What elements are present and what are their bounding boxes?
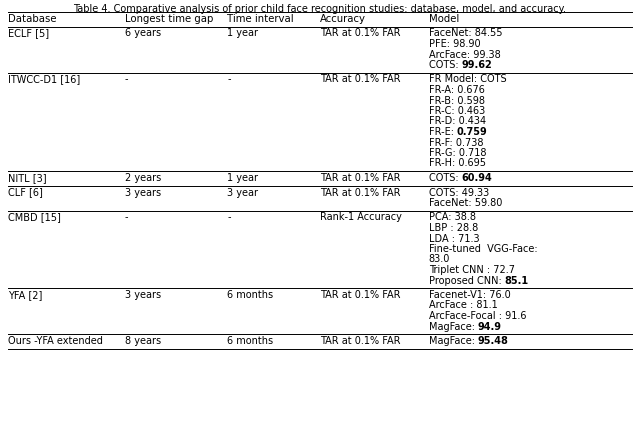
Text: ArcFace-Focal : 91.6: ArcFace-Focal : 91.6 — [429, 311, 526, 321]
Text: ArcFace : 81.1: ArcFace : 81.1 — [429, 301, 497, 311]
Text: FR-G: 0.718: FR-G: 0.718 — [429, 148, 486, 158]
Text: 2 years: 2 years — [125, 173, 161, 183]
Text: Longest time gap: Longest time gap — [125, 14, 213, 24]
Text: Time interval: Time interval — [227, 14, 294, 24]
Text: -: - — [125, 212, 128, 222]
Text: 6 years: 6 years — [125, 28, 161, 38]
Text: FR-F: 0.738: FR-F: 0.738 — [429, 138, 483, 148]
Text: 3 years: 3 years — [125, 187, 161, 198]
Text: TAR at 0.1% FAR: TAR at 0.1% FAR — [320, 173, 401, 183]
Text: 6 months: 6 months — [227, 290, 273, 300]
Text: 83.0: 83.0 — [429, 254, 450, 264]
Text: 6 months: 6 months — [227, 336, 273, 346]
Text: TAR at 0.1% FAR: TAR at 0.1% FAR — [320, 28, 401, 38]
Text: 8 years: 8 years — [125, 336, 161, 346]
Text: 0.759: 0.759 — [457, 127, 488, 137]
Text: COTS:: COTS: — [429, 173, 461, 183]
Text: 94.9: 94.9 — [478, 322, 502, 332]
Text: COTS:: COTS: — [429, 60, 461, 70]
Text: Table 4. Comparative analysis of prior child face recognition studies: database,: Table 4. Comparative analysis of prior c… — [74, 4, 566, 14]
Text: 99.62: 99.62 — [461, 60, 492, 70]
Text: 95.48: 95.48 — [478, 336, 509, 346]
Text: FR-D: 0.434: FR-D: 0.434 — [429, 117, 486, 126]
Text: 85.1: 85.1 — [505, 275, 529, 285]
Text: Ours -YFA extended: Ours -YFA extended — [8, 336, 102, 346]
Text: Fine-tuned  VGG-Face:: Fine-tuned VGG-Face: — [429, 244, 538, 254]
Text: FR Model: COTS: FR Model: COTS — [429, 74, 506, 84]
Text: Facenet-V1: 76.0: Facenet-V1: 76.0 — [429, 290, 511, 300]
Text: MagFace:: MagFace: — [429, 336, 478, 346]
Text: PFE: 98.90: PFE: 98.90 — [429, 39, 481, 49]
Text: Proposed CNN:: Proposed CNN: — [429, 275, 505, 285]
Text: -: - — [227, 74, 230, 84]
Text: CMBD [15]: CMBD [15] — [8, 212, 61, 222]
Text: YFA [2]: YFA [2] — [8, 290, 42, 300]
Text: MagFace:: MagFace: — [429, 322, 478, 332]
Text: ITWCC-D1 [16]: ITWCC-D1 [16] — [8, 74, 80, 84]
Text: 3 year: 3 year — [227, 187, 258, 198]
Text: 3 years: 3 years — [125, 290, 161, 300]
Text: CLF [6]: CLF [6] — [8, 187, 42, 198]
Text: FR-B: 0.598: FR-B: 0.598 — [429, 96, 485, 105]
Text: FR-C: 0.463: FR-C: 0.463 — [429, 106, 485, 116]
Text: TAR at 0.1% FAR: TAR at 0.1% FAR — [320, 336, 401, 346]
Text: PCA: 38.8: PCA: 38.8 — [429, 212, 476, 222]
Text: Triplet CNN : 72.7: Triplet CNN : 72.7 — [429, 265, 515, 275]
Text: 1 year: 1 year — [227, 173, 258, 183]
Text: ArcFace: 99.38: ArcFace: 99.38 — [429, 49, 500, 59]
Text: TAR at 0.1% FAR: TAR at 0.1% FAR — [320, 187, 401, 198]
Text: -: - — [125, 74, 128, 84]
Text: Rank-1 Accuracy: Rank-1 Accuracy — [320, 212, 402, 222]
Text: FR-A: 0.676: FR-A: 0.676 — [429, 85, 484, 95]
Text: ECLF [5]: ECLF [5] — [8, 28, 49, 38]
Text: TAR at 0.1% FAR: TAR at 0.1% FAR — [320, 290, 401, 300]
Text: FaceNet: 84.55: FaceNet: 84.55 — [429, 28, 502, 38]
Text: -: - — [227, 212, 230, 222]
Text: LDA : 71.3: LDA : 71.3 — [429, 233, 479, 243]
Text: TAR at 0.1% FAR: TAR at 0.1% FAR — [320, 74, 401, 84]
Text: Database: Database — [8, 14, 56, 24]
Text: FR-E:: FR-E: — [429, 127, 457, 137]
Text: 1 year: 1 year — [227, 28, 258, 38]
Text: LBP : 28.8: LBP : 28.8 — [429, 223, 478, 233]
Text: COTS: 49.33: COTS: 49.33 — [429, 187, 489, 198]
Text: Accuracy: Accuracy — [320, 14, 366, 24]
Text: NITL [3]: NITL [3] — [8, 173, 46, 183]
Text: FaceNet: 59.80: FaceNet: 59.80 — [429, 198, 502, 208]
Text: FR-H: 0.695: FR-H: 0.695 — [429, 159, 486, 169]
Text: Model: Model — [429, 14, 459, 24]
Text: 60.94: 60.94 — [461, 173, 492, 183]
